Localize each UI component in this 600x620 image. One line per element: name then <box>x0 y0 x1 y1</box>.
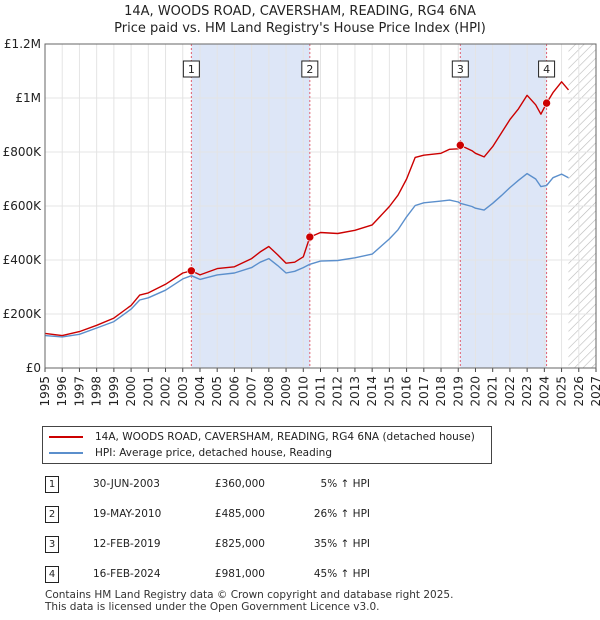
x-tick-label: 1998 <box>90 376 104 407</box>
legend-item-hpi: HPI: Average price, detached house, Read… <box>49 446 332 460</box>
sale-point <box>542 98 551 108</box>
sale-hpi-change: 26% ↑ HPI <box>313 508 370 520</box>
x-tick-label: 2003 <box>176 376 190 407</box>
y-tick-label: £0 <box>26 361 41 375</box>
sale-marker-box <box>182 60 200 78</box>
sale-point <box>187 266 196 276</box>
x-tick-label: 1995 <box>38 376 52 407</box>
sale-number: 3 <box>45 536 59 553</box>
sale-number: 1 <box>45 476 59 493</box>
x-tick-label: 2013 <box>348 376 362 407</box>
sale-row: 1 30-JUN-2003 £360,000 5% ↑ HPI <box>0 476 600 496</box>
x-tick-label: 1999 <box>107 376 121 407</box>
x-tick-label: 2015 <box>382 376 396 407</box>
sale-hpi-change: 5% ↑ HPI <box>320 478 370 490</box>
legend-swatch-property <box>49 436 83 438</box>
sale-row: 3 12-FEB-2019 £825,000 35% ↑ HPI <box>0 536 600 556</box>
x-tick-label: 2005 <box>210 376 224 407</box>
x-tick-label: 2024 <box>537 376 551 407</box>
x-tick-label: 2004 <box>193 376 207 407</box>
sale-marker-label: 2 <box>306 63 313 76</box>
x-tick-label: 2020 <box>468 376 482 407</box>
x-tick-label: 2023 <box>520 376 534 407</box>
chart-subtitle: Price paid vs. HM Land Registry's House … <box>114 21 486 36</box>
legend-item-property: 14A, WOODS ROAD, CAVERSHAM, READING, RG4… <box>49 430 475 444</box>
x-tick-label: 2002 <box>159 376 173 407</box>
x-tick-label: 2016 <box>400 376 414 407</box>
sale-marker-box <box>538 60 556 78</box>
sale-date: 19-MAY-2010 <box>93 508 162 520</box>
footer-licence: This data is licensed under the Open Gov… <box>45 601 380 613</box>
x-tick-label: 2026 <box>572 376 586 407</box>
sale-row: 4 16-FEB-2024 £981,000 45% ↑ HPI <box>0 566 600 586</box>
y-tick-label: £1M <box>15 91 41 105</box>
sale-price: £981,000 <box>214 568 265 580</box>
chart-title: 14A, WOODS ROAD, CAVERSHAM, READING, RG4… <box>124 4 476 19</box>
sale-point <box>305 232 315 242</box>
sale-marker-box <box>451 60 469 78</box>
hpi-line <box>44 172 569 338</box>
sale-price: £825,000 <box>214 538 265 550</box>
sale-price: £360,000 <box>214 478 265 490</box>
x-tick-label: 2000 <box>124 376 138 407</box>
sale-marker-label: 1 <box>188 63 195 76</box>
sale-marker-box <box>301 60 319 78</box>
x-tick-label: 2009 <box>279 376 293 407</box>
sale-point <box>456 140 465 150</box>
footer-copyright: Contains HM Land Registry data © Crown c… <box>45 589 454 601</box>
sale-date: 30-JUN-2003 <box>93 478 160 490</box>
x-tick-label: 2018 <box>434 376 448 407</box>
sale-row: 2 19-MAY-2010 £485,000 26% ↑ HPI <box>0 506 600 526</box>
legend-swatch-hpi <box>49 452 83 454</box>
x-tick-label: 2008 <box>262 376 276 407</box>
y-tick-label: £800K <box>3 145 43 159</box>
x-tick-label: 2022 <box>503 376 517 407</box>
x-tick-label: 2006 <box>227 376 241 407</box>
x-tick-label: 2011 <box>314 376 328 407</box>
plot-frame <box>44 43 597 369</box>
x-tick-label: 2021 <box>486 376 500 407</box>
x-tick-label: 2027 <box>589 376 600 407</box>
sale-date: 12-FEB-2019 <box>93 538 161 550</box>
sale-hpi-change: 45% ↑ HPI <box>313 568 370 580</box>
x-tick-label: 1996 <box>55 376 69 407</box>
sale-hpi-change: 35% ↑ HPI <box>313 538 370 550</box>
sale-date: 16-FEB-2024 <box>93 568 161 580</box>
sale-price: £485,000 <box>214 508 265 520</box>
x-tick-label: 2017 <box>417 376 431 407</box>
sale-marker-label: 4 <box>543 63 550 76</box>
x-tick-label: 2014 <box>365 376 379 407</box>
sale-number: 2 <box>45 506 59 523</box>
property-price-line <box>44 81 570 337</box>
x-tick-label: 2010 <box>296 376 310 407</box>
y-tick-label: £200K <box>3 307 43 321</box>
y-tick-label: £1.2M <box>4 37 41 51</box>
legend-label-hpi: HPI: Average price, detached house, Read… <box>95 447 332 459</box>
x-tick-label: 2001 <box>141 376 155 407</box>
x-tick-label: 2025 <box>555 376 569 407</box>
legend-label-property: 14A, WOODS ROAD, CAVERSHAM, READING, RG4… <box>95 431 475 443</box>
x-tick-label: 1997 <box>72 376 86 407</box>
legend: 14A, WOODS ROAD, CAVERSHAM, READING, RG4… <box>42 426 492 464</box>
y-tick-label: £600K <box>3 199 43 213</box>
x-tick-label: 2019 <box>451 376 465 407</box>
x-tick-label: 2007 <box>245 376 259 407</box>
sale-number: 4 <box>45 566 59 583</box>
x-tick-label: 2012 <box>331 376 345 407</box>
sale-marker-label: 3 <box>457 63 464 76</box>
y-tick-label: £400K <box>3 253 43 267</box>
